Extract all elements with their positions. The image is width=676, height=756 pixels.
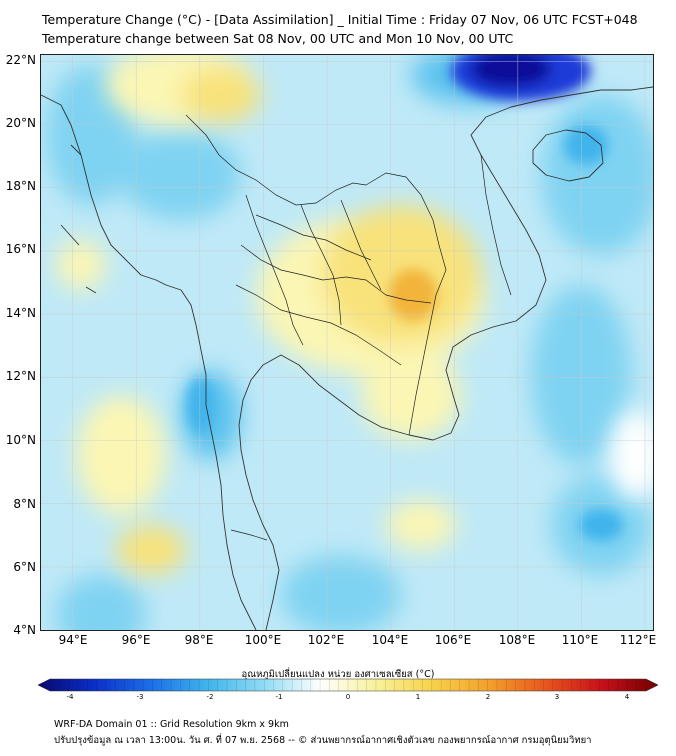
lon-label-96e: 96°E xyxy=(121,633,151,647)
colorbar-tick-2: 2 xyxy=(485,693,491,701)
lat-label-18n: 18°N xyxy=(5,179,36,193)
colorbar-tick-minus-3: -3 xyxy=(136,693,144,701)
lon-label-100e: 100°E xyxy=(244,633,282,647)
lat-label-4n: 4°N xyxy=(13,623,36,637)
lon-label-104e: 104°E xyxy=(371,633,409,647)
colorbar-tick-0: 0 xyxy=(345,693,351,701)
graticule xyxy=(41,55,653,630)
colorbar-title: อุณหภูมิเปลี่ยนแปลง หน่วย องศาเซลเซียส (… xyxy=(241,669,435,680)
footer-model-info: WRF-DA Domain 01 :: Grid Resolution 9km … xyxy=(54,719,289,730)
lon-label-94e: 94°E xyxy=(58,633,88,647)
colorbar-divisions xyxy=(59,679,637,691)
lon-label-110e: 110°E xyxy=(561,633,599,647)
lon-label-98e: 98°E xyxy=(184,633,214,647)
colorbar-tick-1: 1 xyxy=(415,693,421,701)
colorbar-tick-minus-2: -2 xyxy=(206,693,214,701)
lon-label-102e: 102°E xyxy=(307,633,345,647)
coastlines xyxy=(41,86,653,630)
map-panel xyxy=(40,54,654,631)
temperature-field-map xyxy=(41,55,653,630)
strong-anomaly-blobs xyxy=(187,55,623,541)
lat-label-20n: 20°N xyxy=(5,116,36,130)
colorbar-tick-minus-4: -4 xyxy=(66,693,74,701)
colorbar-tick-minus-1: -1 xyxy=(275,693,283,701)
footer-credit: ปรับปรุงข้อมูล ณ เวลา 13:00น. วัน ศ. ที่… xyxy=(54,735,592,746)
lat-label-10n: 10°N xyxy=(5,433,36,447)
political-boundaries xyxy=(185,114,512,541)
map-title-line-2: Temperature change between Sat 08 Nov, 0… xyxy=(42,31,514,46)
lat-label-6n: 6°N xyxy=(13,560,36,574)
lat-label-22n: 22°N xyxy=(5,53,36,67)
lon-label-108e: 108°E xyxy=(498,633,536,647)
lat-label-8n: 8°N xyxy=(13,497,36,511)
colorbar xyxy=(38,678,658,692)
lat-label-16n: 16°N xyxy=(5,242,36,256)
lat-label-14n: 14°N xyxy=(5,306,36,320)
map-title-line-1: Temperature Change (°C) - [Data Assimila… xyxy=(42,12,638,27)
colorbar-tick-4: 4 xyxy=(624,693,630,701)
lat-label-12n: 12°N xyxy=(5,369,36,383)
lon-label-112e: 112°E xyxy=(619,633,657,647)
colorbar-bar xyxy=(38,678,658,692)
colorbar-tick-3: 3 xyxy=(554,693,560,701)
lon-label-106e: 106°E xyxy=(434,633,472,647)
